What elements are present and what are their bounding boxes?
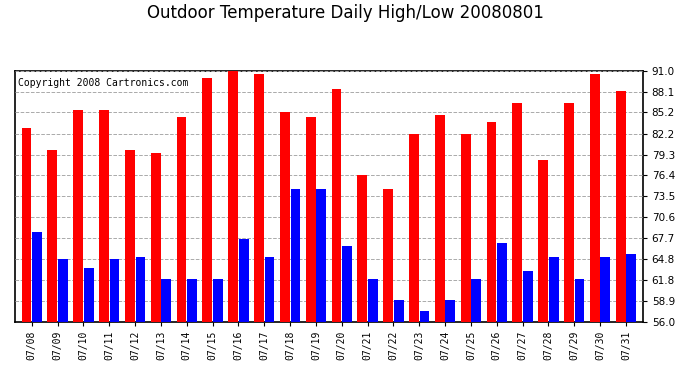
Bar [357,175,367,322]
Bar [177,117,186,322]
Bar [575,279,584,322]
Bar [615,91,626,322]
Bar [342,246,352,322]
Bar [84,268,94,322]
Bar [471,279,481,322]
Bar [280,112,290,322]
Bar [627,254,636,322]
Bar [150,153,161,322]
Bar [383,189,393,322]
Bar [332,88,342,322]
Bar [32,232,42,322]
Bar [290,189,300,322]
Bar [228,71,238,322]
Bar [239,239,248,322]
Bar [125,150,135,322]
Bar [254,74,264,322]
Bar [265,257,275,322]
Bar [21,128,32,322]
Bar [590,74,600,322]
Bar [420,311,429,322]
Text: Copyright 2008 Cartronics.com: Copyright 2008 Cartronics.com [18,78,188,88]
Bar [135,257,146,322]
Bar [523,272,533,322]
Bar [187,279,197,322]
Bar [461,134,471,322]
Bar [564,103,574,322]
Bar [110,258,119,322]
Bar [213,279,223,322]
Bar [316,189,326,322]
Text: Outdoor Temperature Daily High/Low 20080801: Outdoor Temperature Daily High/Low 20080… [146,4,544,22]
Bar [58,258,68,322]
Bar [73,110,83,322]
Bar [513,103,522,322]
Bar [368,279,378,322]
Bar [549,257,559,322]
Bar [202,78,213,322]
Bar [394,300,404,322]
Bar [486,122,496,322]
Bar [435,115,445,322]
Bar [48,150,57,322]
Bar [497,243,507,322]
Bar [600,257,610,322]
Bar [161,279,171,322]
Bar [538,160,548,322]
Bar [306,117,315,322]
Bar [99,110,109,322]
Bar [446,300,455,322]
Bar [409,134,419,322]
